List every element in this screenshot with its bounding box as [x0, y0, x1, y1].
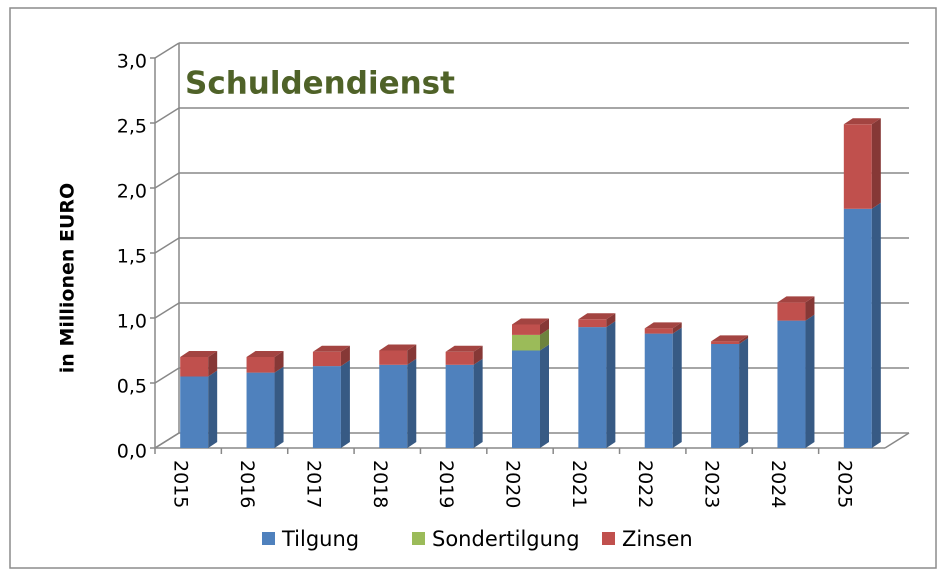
- chart-frame: [9, 7, 937, 569]
- bar-segment: [512, 324, 540, 335]
- bar-segment: [843, 208, 872, 448]
- legend-label: Tilgung: [281, 527, 359, 551]
- grid-diagonal: [154, 302, 180, 319]
- x-tick-label: 2018: [369, 460, 391, 508]
- bar-segment: [843, 124, 872, 209]
- x-tick-label: 2020: [502, 460, 524, 508]
- y-tick-label: 2,5: [117, 116, 147, 138]
- bar-side: [739, 338, 749, 448]
- bar-segment: [711, 344, 740, 448]
- bar-segment: [644, 328, 673, 334]
- bar-side: [540, 344, 549, 448]
- bar-segment: [312, 366, 341, 448]
- y-tick-label: 3,0: [117, 51, 147, 73]
- bar-segment: [644, 333, 673, 448]
- bar-side: [473, 345, 483, 365]
- bar-top: [843, 118, 881, 125]
- bar-side: [739, 335, 749, 344]
- y-tick-label: 0,0: [117, 441, 147, 463]
- bar-side: [805, 296, 815, 321]
- x-tick-label: 2022: [634, 460, 656, 508]
- bar-side: [540, 318, 549, 335]
- bar-side: [606, 321, 616, 448]
- bar-segment: [777, 302, 806, 321]
- bar-segment: [379, 364, 408, 448]
- bar-top: [180, 351, 218, 357]
- y-tick-label: 1,0: [117, 311, 147, 333]
- bar-top: [578, 313, 616, 320]
- legend-swatch: [602, 532, 615, 545]
- bar-segment: [180, 376, 209, 448]
- bar-segment: [578, 319, 607, 328]
- bar-side: [473, 358, 483, 448]
- bar-segment: [777, 320, 806, 448]
- x-tick-label: 2024: [767, 460, 789, 508]
- floor-edge: [884, 432, 910, 449]
- bar-side: [407, 358, 417, 448]
- bar-side: [805, 314, 815, 448]
- bar-top: [512, 318, 549, 325]
- x-tick-label: 2025: [833, 460, 855, 508]
- bar-side: [340, 360, 350, 448]
- bar-top: [312, 345, 350, 352]
- bar-segment: [312, 351, 341, 367]
- x-tick-label: 2021: [568, 460, 590, 508]
- x-tick-label: 2016: [236, 460, 258, 508]
- grid-diagonal: [154, 237, 180, 254]
- bar-top: [644, 322, 682, 329]
- bar-side: [606, 313, 616, 328]
- x-tick-label: 2023: [701, 460, 723, 508]
- grid-diagonal: [154, 172, 180, 189]
- bar-segment: [445, 364, 474, 448]
- bar-side: [274, 351, 284, 373]
- bar-segment: [246, 357, 275, 373]
- x-tick-label: 2015: [170, 460, 192, 508]
- bar-top: [379, 344, 417, 351]
- x-tick-label: 2019: [435, 460, 457, 508]
- bar-top: [777, 296, 815, 303]
- y-tick-label: 0,5: [117, 376, 147, 398]
- bar-side: [407, 344, 417, 365]
- bar-segment: [578, 327, 607, 448]
- y-tick-label: 2,0: [117, 181, 147, 203]
- bar-segment: [379, 350, 408, 365]
- bar-side: [340, 345, 350, 367]
- bar-side: [871, 118, 881, 209]
- bar-segment: [711, 341, 740, 344]
- bar-segment: [246, 372, 275, 448]
- bar-side: [274, 366, 284, 448]
- bar-segment: [180, 357, 209, 377]
- y-axis-label: in Millionen EURO: [57, 183, 79, 373]
- bar-side: [672, 327, 682, 448]
- bar-top: [445, 345, 483, 352]
- bar-side: [672, 322, 682, 334]
- bar-side: [208, 370, 218, 448]
- legend-swatch: [412, 532, 425, 545]
- grid-diagonal: [154, 42, 180, 59]
- bar-segment: [512, 350, 540, 448]
- grid-diagonal: [154, 107, 180, 124]
- y-tick-label: 1,5: [117, 246, 147, 268]
- grid-diagonal: [154, 367, 180, 384]
- bar-side: [871, 202, 881, 448]
- bar-side: [208, 351, 218, 377]
- bar-top: [246, 351, 284, 357]
- x-tick-label: 2017: [302, 460, 324, 508]
- bar-side: [540, 328, 549, 351]
- bar-top: [711, 335, 749, 342]
- legend-label: Sondertilgung: [432, 527, 580, 551]
- legend-swatch: [262, 532, 275, 545]
- grid-diagonal: [154, 432, 180, 449]
- bar-segment: [445, 351, 474, 365]
- legend-label: Zinsen: [622, 527, 693, 551]
- chart-title: Schuldendienst: [185, 66, 455, 102]
- bar-segment: [512, 334, 540, 351]
